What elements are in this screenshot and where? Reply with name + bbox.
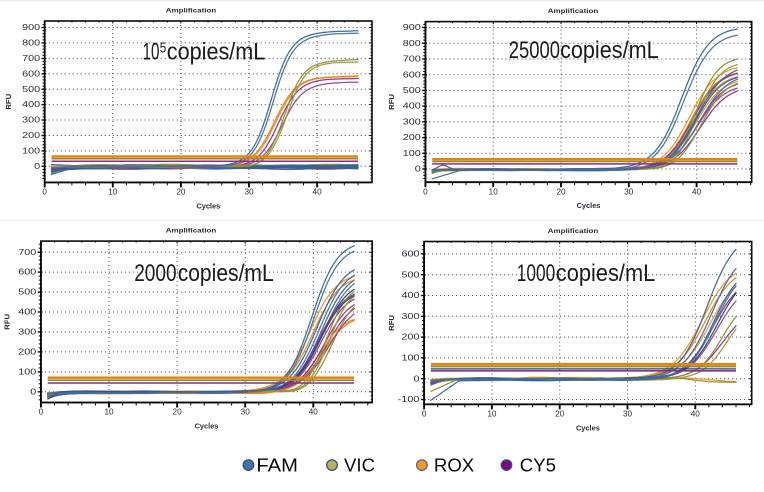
svg-text:copies/mL: copies/mL	[178, 260, 274, 287]
svg-text:40: 40	[309, 408, 319, 417]
svg-text:30: 30	[623, 410, 633, 419]
svg-text:ROX: ROX	[434, 455, 475, 476]
svg-text:VIC: VIC	[344, 455, 375, 476]
svg-text:Cycles: Cycles	[195, 422, 219, 431]
svg-text:10: 10	[143, 38, 160, 65]
svg-text:200: 200	[18, 348, 37, 357]
svg-text:30: 30	[244, 188, 254, 197]
svg-text:20: 20	[176, 188, 186, 197]
svg-text:500: 500	[402, 270, 421, 279]
svg-text:Amplification: Amplification	[166, 7, 217, 14]
svg-text:RFU: RFU	[4, 93, 13, 109]
svg-text:0: 0	[415, 165, 422, 174]
svg-text:copies/mL: copies/mL	[560, 37, 659, 64]
svg-text:10: 10	[108, 188, 118, 197]
svg-text:RFU: RFU	[387, 315, 396, 331]
svg-text:400: 400	[22, 100, 41, 109]
svg-text:900: 900	[22, 23, 41, 32]
svg-text:400: 400	[403, 102, 422, 111]
svg-text:0: 0	[39, 408, 44, 417]
svg-text:100: 100	[22, 147, 41, 156]
svg-text:300: 300	[403, 117, 422, 126]
svg-text:20: 20	[556, 187, 566, 196]
svg-text:700: 700	[22, 54, 41, 63]
svg-text:500: 500	[18, 288, 37, 297]
svg-text:200: 200	[403, 133, 422, 142]
svg-text:100: 100	[403, 149, 422, 158]
svg-text:-100: -100	[398, 395, 420, 404]
svg-text:0: 0	[423, 187, 428, 196]
svg-text:2000: 2000	[134, 260, 176, 287]
svg-text:30: 30	[624, 187, 634, 196]
svg-text:Cycles: Cycles	[576, 423, 600, 432]
svg-text:100: 100	[402, 354, 421, 363]
svg-text:10: 10	[489, 187, 499, 196]
svg-text:40: 40	[691, 410, 701, 419]
svg-text:400: 400	[18, 308, 37, 317]
svg-text:600: 600	[402, 250, 421, 259]
svg-text:40: 40	[313, 188, 323, 197]
svg-text:FAM: FAM	[256, 455, 298, 476]
svg-text:CY5: CY5	[520, 455, 556, 476]
svg-text:25000: 25000	[509, 37, 560, 64]
svg-text:1000: 1000	[517, 260, 556, 287]
svg-text:800: 800	[403, 39, 422, 48]
svg-text:Amplification: Amplification	[166, 227, 217, 234]
svg-text:Amplification: Amplification	[548, 8, 599, 15]
svg-text:300: 300	[22, 116, 41, 125]
svg-text:600: 600	[22, 69, 41, 78]
svg-text:20: 20	[173, 408, 183, 417]
svg-text:700: 700	[18, 248, 37, 257]
svg-text:0: 0	[30, 387, 37, 396]
svg-text:300: 300	[402, 312, 421, 321]
svg-text:RFU: RFU	[387, 94, 396, 110]
svg-text:700: 700	[403, 55, 422, 64]
svg-text:400: 400	[402, 291, 421, 300]
svg-text:500: 500	[22, 85, 41, 94]
svg-text:Cycles: Cycles	[196, 201, 220, 210]
svg-text:Amplification: Amplification	[548, 228, 599, 235]
svg-text:10: 10	[487, 410, 497, 419]
svg-text:200: 200	[22, 131, 41, 140]
svg-text:0: 0	[422, 410, 427, 419]
svg-text:200: 200	[402, 333, 421, 342]
svg-text:copies/mL: copies/mL	[167, 38, 265, 65]
svg-text:30: 30	[241, 408, 251, 417]
svg-text:0: 0	[414, 374, 421, 383]
svg-text:900: 900	[403, 23, 422, 32]
svg-text:600: 600	[403, 70, 422, 79]
svg-text:Cycles: Cycles	[577, 201, 601, 210]
svg-text:100: 100	[18, 368, 37, 377]
svg-text:20: 20	[555, 410, 565, 419]
svg-text:600: 600	[18, 268, 37, 277]
svg-text:0: 0	[34, 162, 41, 171]
svg-text:800: 800	[22, 39, 41, 48]
svg-text:300: 300	[18, 328, 37, 337]
svg-text:RFU: RFU	[2, 313, 11, 329]
svg-text:500: 500	[403, 86, 422, 95]
svg-text:10: 10	[104, 408, 114, 417]
svg-text:40: 40	[692, 187, 702, 196]
svg-text:5: 5	[160, 40, 167, 57]
svg-text:copies/mL: copies/mL	[556, 260, 656, 287]
svg-text:0: 0	[42, 188, 47, 197]
